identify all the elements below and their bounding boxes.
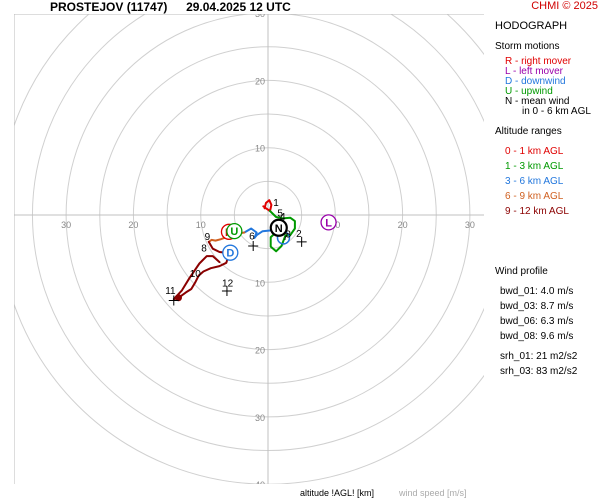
header-title: PROSTEJOV (11747) 29.04.2025 12 UTC bbox=[50, 0, 291, 14]
altitude-range-3-6: 3 - 6 km AGL bbox=[505, 176, 564, 187]
tick-label-h: 30 bbox=[61, 220, 71, 230]
wind-profile-srh03: srh_03: 83 m2/s2 bbox=[500, 366, 578, 377]
storm-motion-right: R - right mover bbox=[505, 56, 572, 67]
station-name: PROSTEJOV (11747) bbox=[50, 0, 168, 14]
height-cross-2 bbox=[221, 286, 232, 297]
tick-label-top: 10 bbox=[255, 144, 265, 154]
storm-marker-n bbox=[269, 218, 288, 237]
storm-marker-u bbox=[226, 223, 243, 240]
height-label: 2 bbox=[296, 229, 302, 240]
height-label: 3 bbox=[285, 230, 291, 241]
storm-marker-letter-n: N bbox=[275, 223, 283, 235]
hodograph-segment-0 bbox=[262, 199, 273, 212]
hodograph-axes: 30 20 10 10 20 30 10 20 30 10 20 30 40 bbox=[14, 9, 484, 490]
height-label: 8 bbox=[201, 244, 207, 255]
mean-wind-note: in 0 - 6 km AGL bbox=[522, 106, 591, 117]
wind-profile-bwd01: bwd_01: 4.0 m/s bbox=[500, 286, 574, 297]
height-cross-1 bbox=[296, 236, 307, 247]
height-cross-0 bbox=[248, 240, 259, 251]
wind-profile-srh01: srh_01: 21 m2/s2 bbox=[500, 351, 578, 362]
height-label: 7 bbox=[283, 232, 289, 243]
height-label: 6 bbox=[249, 232, 255, 243]
tick-label-top: 30 bbox=[255, 9, 265, 19]
storm-motion-upwind: U - upwind bbox=[505, 86, 553, 97]
speed-unit-label: wind speed [m/s] bbox=[399, 488, 467, 498]
tick-label-bottom: 20 bbox=[255, 346, 265, 356]
tick-label-h: 10 bbox=[196, 220, 206, 230]
tick-label-h: 30 bbox=[465, 220, 475, 230]
storm-motion-downwind: D - downwind bbox=[505, 76, 566, 87]
wind-profile-bwd06: bwd_06: 6.3 m/s bbox=[500, 316, 574, 327]
panel-title: HODOGRAPH bbox=[495, 20, 568, 32]
storm-marker-d bbox=[222, 244, 239, 261]
wind-profile-bwd03: bwd_03: 8.7 m/s bbox=[500, 301, 574, 312]
hodograph-markers: RLDUN123456789101112 bbox=[165, 198, 337, 306]
altitude-ranges-title: Altitude ranges bbox=[495, 126, 562, 137]
copyright-label: CHMI © 2025 bbox=[531, 0, 598, 12]
tick-label-top: 20 bbox=[255, 76, 265, 86]
storm-motion-mean: N - mean wind bbox=[505, 96, 570, 107]
storm-marker-letter-l: L bbox=[325, 217, 332, 229]
observation-datetime: 29.04.2025 12 UTC bbox=[186, 0, 291, 14]
hodograph-end-dot bbox=[174, 294, 182, 302]
tick-label-bottom: 30 bbox=[255, 413, 265, 423]
wind-profile-title: Wind profile bbox=[495, 266, 548, 277]
height-cross-3 bbox=[168, 295, 179, 306]
storm-motion-left: L - left mover bbox=[505, 66, 563, 77]
storm-marker-l bbox=[320, 214, 337, 231]
height-label: 4 bbox=[280, 212, 286, 223]
altitude-range-0-1: 0 - 1 km AGL bbox=[505, 146, 564, 157]
tick-label-h: 20 bbox=[398, 220, 408, 230]
height-label: 5 bbox=[277, 209, 283, 220]
height-label: 12 bbox=[222, 279, 234, 290]
storm-marker-letter-d: D bbox=[226, 248, 234, 260]
altitude-range-9-12: 9 - 12 km AGL bbox=[505, 206, 569, 217]
hodograph-segment-1 bbox=[269, 210, 296, 253]
altitude-range-6-9: 6 - 9 km AGL bbox=[505, 191, 564, 202]
storm-marker-letter-u: U bbox=[230, 226, 238, 238]
height-label: 10 bbox=[190, 269, 202, 280]
altitude-unit-label: altitude !AGL! [km] bbox=[300, 488, 375, 498]
tick-label-bottom: 40 bbox=[255, 480, 265, 490]
storm-motions-title: Storm motions bbox=[495, 41, 560, 52]
polar-grid bbox=[14, 14, 484, 484]
tick-label-bottom: 10 bbox=[255, 278, 265, 288]
height-label: 9 bbox=[205, 232, 211, 243]
wind-profile-bwd08: bwd_08: 9.6 m/s bbox=[500, 331, 574, 342]
height-label: 1 bbox=[273, 198, 279, 209]
tick-label-h: 20 bbox=[128, 220, 138, 230]
altitude-range-1-3: 1 - 3 km AGL bbox=[505, 161, 564, 172]
height-label: 11 bbox=[165, 286, 176, 297]
